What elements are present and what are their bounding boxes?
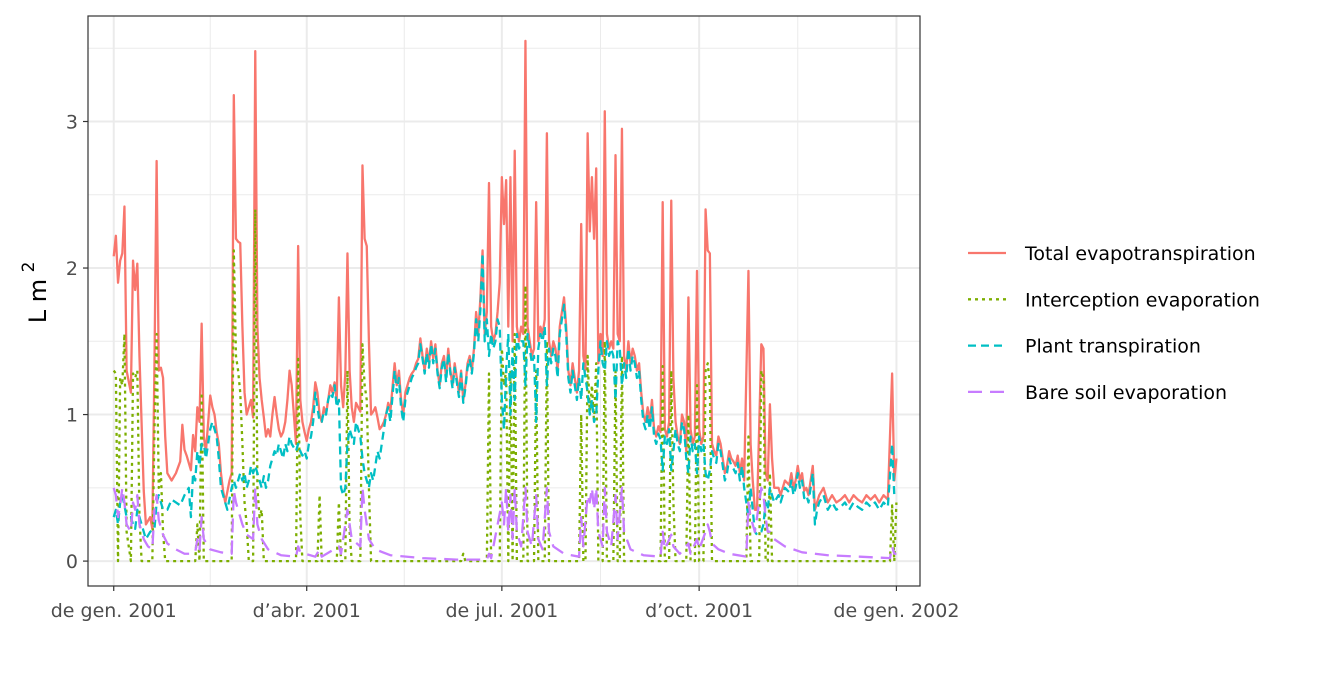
y-axis-title: L m 2	[19, 262, 52, 324]
x-tick-label: de jul. 2001	[445, 600, 558, 622]
x-tick-label: de gen. 2001	[51, 600, 177, 622]
y-tick-label: 2	[66, 258, 78, 280]
y-tick-label: 3	[66, 112, 78, 134]
y-tick-label: 1	[66, 405, 78, 427]
legend-label: Total evapotranspiration	[1024, 243, 1256, 265]
legend-label: Plant transpiration	[1025, 336, 1201, 358]
y-axis-label-superscript: 2	[19, 262, 39, 273]
y-tick-label: 0	[66, 551, 78, 573]
legend-label: Bare soil evaporation	[1025, 382, 1227, 404]
x-tick-label: d’abr. 2001	[253, 600, 361, 622]
x-tick-label: de gen. 2002	[833, 600, 959, 622]
x-tick-label: d’oct. 2001	[645, 600, 753, 622]
series-layer	[112, 39, 898, 563]
legend-label: Interception evaporation	[1025, 289, 1260, 311]
plot-panel-border	[87, 15, 921, 587]
series-line-plant-transpiration	[112, 252, 897, 541]
y-axis-label: L m	[24, 279, 52, 323]
axis-layer: 0 1 2 3 de gen. 2001 d’abr. 2001 de jul. 2001 d…	[51, 112, 960, 622]
series-line-bare-soil-evaporation	[112, 486, 897, 561]
legend: Total evapotranspiration Interception eva…	[968, 243, 1260, 404]
